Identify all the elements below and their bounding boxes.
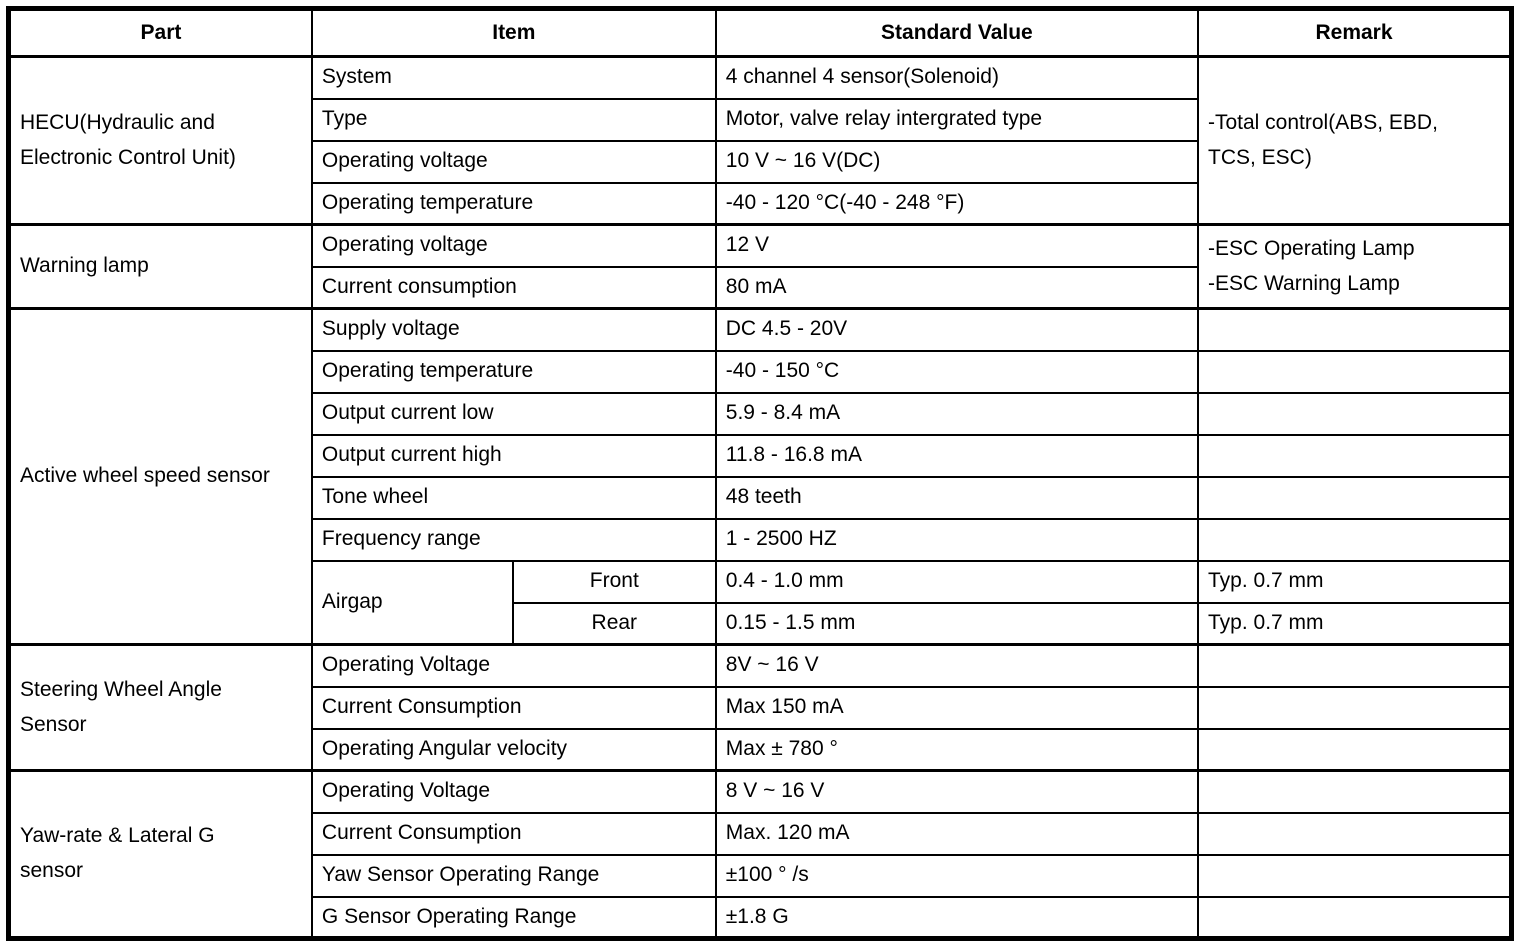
table-row: Airgap Front 0.4 - 1.0 mm Typ. 0.7 mm: [9, 559, 1513, 646]
remark-cell: [1197, 769, 1513, 814]
part-cell-hecu: HECU(Hydraulic and Electronic Control Un…: [7, 55, 313, 226]
remark-cell: Typ. 0.7 mm: [1197, 559, 1513, 604]
value-cell: 11.8 - 16.8 mA: [714, 433, 1200, 478]
table-row: Operating voltage 10 V ~ 16 V(DC): [9, 139, 1512, 184]
value-cell: ±1.8 G: [714, 895, 1200, 940]
remark-cell: [1197, 727, 1513, 772]
remark-cell: [1197, 685, 1513, 730]
value-cell: 8 V ~ 16 V: [714, 769, 1200, 814]
item-cell: Current Consumption: [310, 811, 717, 856]
table-row: Rear 0.15 - 1.5 mm Typ. 0.7 mm: [9, 601, 1513, 646]
item-cell: Operating voltage: [310, 139, 717, 184]
item-cell: Operating Angular velocity: [310, 727, 717, 772]
remark-cell: [1197, 391, 1513, 436]
item-cell: Yaw Sensor Operating Range: [310, 853, 717, 898]
table-row: Operating Angular velocity Max ± 780 °: [9, 727, 1513, 772]
item-cell: Operating Voltage: [310, 769, 717, 814]
item-cell: Output current low: [310, 391, 717, 436]
item-cell: Operating Voltage: [310, 643, 717, 688]
value-cell: Max. 120 mA: [714, 811, 1200, 856]
value-cell: ±100 ° /s: [714, 853, 1200, 898]
spec-table: Part Item Standard Value Remark HECU(Hyd…: [6, 6, 1514, 942]
value-cell: -40 - 120 °C(-40 - 248 °F): [714, 181, 1200, 226]
item-cell: Current Consumption: [310, 685, 717, 730]
header-remark: Remark: [1197, 7, 1513, 58]
remark-cell: [1197, 307, 1513, 352]
table-row: Tone wheel 48 teeth: [9, 475, 1513, 520]
table-row: Current Consumption Max. 120 mA: [9, 811, 1513, 856]
value-cell: 0.4 - 1.0 mm: [714, 559, 1200, 604]
table-row: Current Consumption Max 150 mA: [9, 685, 1513, 730]
table-row: HECU(Hydraulic and Electronic Control Un…: [7, 55, 1513, 226]
value-cell: 0.15 - 1.5 mm: [714, 601, 1200, 646]
item-cell: System: [310, 55, 717, 100]
table-row: Active wheel speed sensor Supply voltage…: [7, 307, 1513, 646]
table-row: Output current low 5.9 - 8.4 mA: [9, 391, 1513, 436]
item-cell: Tone wheel: [310, 475, 717, 520]
item-cell: G Sensor Operating Range: [310, 895, 717, 940]
table-row: Frequency range 1 - 2500 HZ: [9, 517, 1513, 562]
item-cell: Operating temperature: [310, 349, 717, 394]
item-cell: Current consumption: [310, 265, 717, 310]
remark-cell: [1197, 895, 1513, 940]
part-cell-wheel-speed-sensor: Active wheel speed sensor: [7, 307, 313, 646]
header-standard-value: Standard Value: [714, 7, 1200, 58]
table-row: Type Motor, valve relay intergrated type: [9, 97, 1512, 142]
header-part: Part: [7, 7, 313, 58]
remark-cell-warning-lamp: -ESC Operating Lamp -ESC Warning Lamp: [1197, 223, 1513, 310]
table-row: G Sensor Operating Range ±1.8 G: [9, 895, 1513, 940]
table-row: Operating temperature -40 - 120 °C(-40 -…: [9, 181, 1512, 226]
value-cell: 5.9 - 8.4 mA: [714, 391, 1200, 436]
part-cell-yaw-rate-sensor: Yaw-rate & Lateral G sensor: [7, 768, 313, 940]
header-row: Part Item Standard Value Remark: [7, 7, 1513, 58]
item-cell: Supply voltage: [310, 307, 717, 352]
remark-cell: [1197, 853, 1513, 898]
value-cell: Max 150 mA: [714, 685, 1200, 730]
value-cell: DC 4.5 - 20V: [714, 307, 1200, 352]
item-cell: Operating temperature: [310, 181, 717, 226]
item-cell: Frequency range: [310, 517, 717, 562]
table-row: Operating temperature -40 - 150 °C: [9, 349, 1513, 394]
value-cell: 12 V: [714, 223, 1200, 268]
table-row: Yaw-rate & Lateral G sensor Operating Vo…: [7, 768, 1513, 940]
table-row: Current consumption 80 mA: [9, 265, 1512, 310]
remark-cell: [1197, 475, 1513, 520]
value-cell: -40 - 150 °C: [714, 349, 1200, 394]
table-row: Steering Wheel Angle Sensor Operating Vo…: [7, 643, 1513, 772]
table-row: Yaw Sensor Operating Range ±100 ° /s: [9, 853, 1513, 898]
value-cell: Max ± 780 °: [714, 727, 1200, 772]
item-sub-cell-front: Front: [511, 559, 717, 604]
table-row: Output current high 11.8 - 16.8 mA: [9, 433, 1513, 478]
remark-cell: [1197, 433, 1513, 478]
header-item: Item: [310, 7, 717, 58]
part-cell-warning-lamp: Warning lamp: [7, 223, 313, 310]
table-row: Warning lamp Operating voltage 12 V -ESC…: [7, 223, 1513, 310]
remark-cell: [1197, 811, 1513, 856]
item-cell: Type: [310, 97, 717, 142]
item-cell: Operating voltage: [310, 223, 717, 268]
remark-cell: [1197, 349, 1513, 394]
value-cell: 10 V ~ 16 V(DC): [714, 139, 1200, 184]
value-cell: 1 - 2500 HZ: [714, 517, 1200, 562]
value-cell: 48 teeth: [714, 475, 1200, 520]
part-cell-steering-angle-sensor: Steering Wheel Angle Sensor: [7, 643, 313, 772]
value-cell: 8V ~ 16 V: [714, 643, 1200, 688]
value-cell: 80 mA: [714, 265, 1200, 310]
remark-cell: [1197, 517, 1513, 562]
remark-cell: [1197, 643, 1513, 688]
value-cell: Motor, valve relay intergrated type: [714, 97, 1200, 142]
item-sub-cell-rear: Rear: [511, 601, 717, 646]
remark-cell: Typ. 0.7 mm: [1197, 601, 1513, 646]
value-cell: 4 channel 4 sensor(Solenoid): [714, 55, 1200, 100]
remark-cell-hecu: -Total control(ABS, EBD, TCS, ESC): [1197, 55, 1513, 226]
item-group-cell-airgap: Airgap: [310, 559, 514, 646]
item-cell: Output current high: [310, 433, 717, 478]
